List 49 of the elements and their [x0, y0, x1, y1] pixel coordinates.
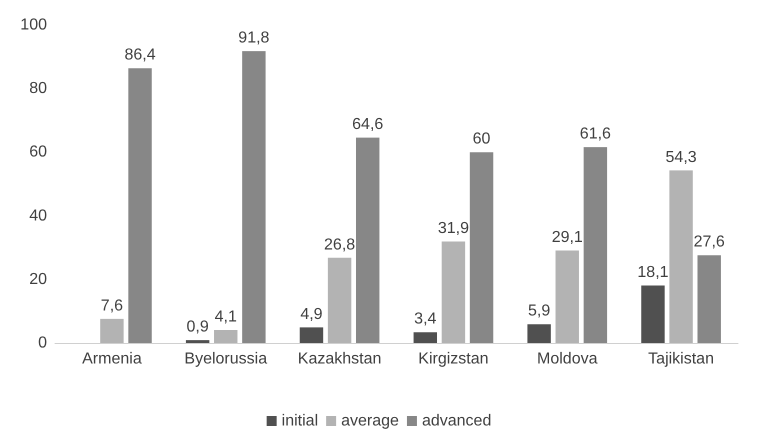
- x-tick-label: Kirgizstan: [418, 350, 489, 368]
- y-tick-label: 0: [38, 334, 48, 352]
- legend-label: initial: [282, 412, 318, 430]
- data-label: 3,4: [414, 310, 437, 328]
- y-tick-label: 60: [29, 144, 48, 161]
- y-tick-label: 80: [29, 80, 48, 98]
- bar: [300, 327, 324, 343]
- bar: [128, 68, 152, 343]
- bar: [242, 51, 266, 343]
- bar: [100, 318, 124, 343]
- data-label: 86,4: [124, 46, 156, 64]
- data-label: 27,6: [694, 234, 725, 251]
- x-tick-label: Byelorussia: [184, 350, 268, 368]
- data-label: 18,1: [637, 264, 669, 281]
- data-label: 54,3: [666, 148, 697, 166]
- bar: [214, 330, 238, 343]
- bar: [669, 170, 693, 343]
- data-label: 60: [472, 130, 491, 148]
- x-tick-label: Armenia: [82, 350, 142, 368]
- legend-label: advanced: [422, 412, 492, 430]
- bar: [442, 242, 466, 343]
- bar: [584, 147, 608, 343]
- data-label: 64,6: [352, 116, 384, 134]
- x-tick-label: Kazakhstan: [298, 350, 382, 368]
- data-label: 4,1: [214, 308, 237, 326]
- data-label: 5,9: [528, 302, 550, 320]
- x-tick-label: Tajikistan: [648, 350, 714, 368]
- bar: [697, 255, 721, 343]
- bar: [356, 138, 380, 343]
- data-label: 91,8: [238, 30, 270, 47]
- x-tick-label: Moldova: [537, 350, 598, 368]
- bar: [414, 332, 438, 343]
- y-tick-label: 40: [29, 207, 48, 224]
- bar: [556, 250, 579, 343]
- bar: [470, 152, 494, 343]
- data-label: 31,9: [438, 220, 470, 238]
- data-label: 29,1: [552, 228, 583, 246]
- data-label: 61,6: [580, 126, 612, 143]
- bar: [527, 324, 551, 343]
- y-tick-label: 100: [20, 16, 48, 34]
- bar: [328, 258, 352, 343]
- legend-label: average: [341, 412, 400, 430]
- y-tick-label: 20: [29, 270, 48, 288]
- data-label: 4,9: [300, 306, 323, 323]
- data-label: 26,8: [324, 236, 356, 254]
- data-label: 7,6: [100, 297, 124, 314]
- data-label: 0,9: [186, 318, 209, 336]
- bar: [186, 340, 210, 343]
- bar: [641, 285, 665, 343]
